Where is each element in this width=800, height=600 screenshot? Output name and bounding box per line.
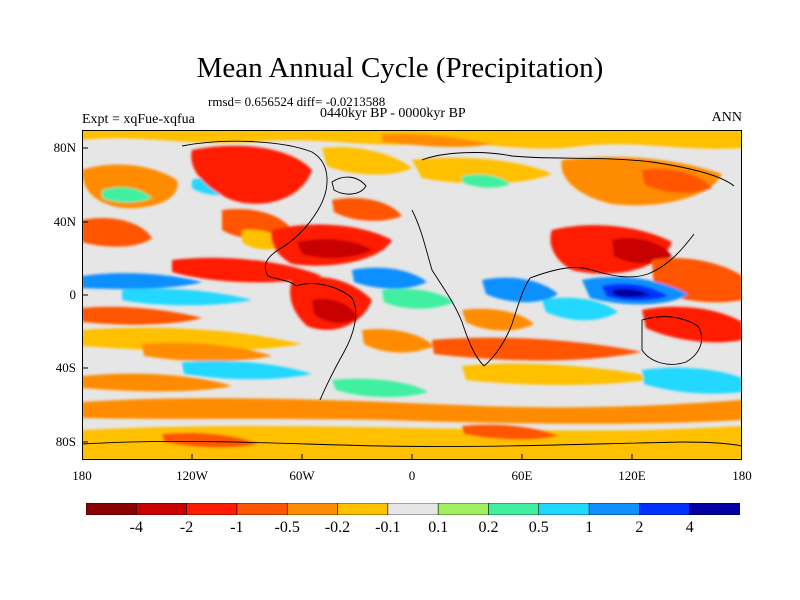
colorbar-swatch xyxy=(437,503,490,515)
coastlines xyxy=(82,140,742,447)
colorbar-swatch xyxy=(286,503,339,515)
precipitation-field xyxy=(82,130,742,460)
colorbar-swatch xyxy=(236,503,288,515)
colorbar-label: -0.1 xyxy=(375,519,401,536)
lat-label-40s: 40S xyxy=(55,360,76,375)
map-title: Mean Annual Cycle (Precipitation) xyxy=(196,52,604,84)
lon-label-180w: 180 xyxy=(72,468,92,483)
colorbar-swatch xyxy=(588,503,640,515)
colorbar-label: 2 xyxy=(635,519,644,536)
colorbar-swatch xyxy=(186,503,238,515)
colorbar-swatch xyxy=(639,503,691,515)
colorbar-swatch xyxy=(136,503,188,515)
period-label: 0440kyr BP - 0000kyr BP xyxy=(320,106,466,121)
colorbar-label: 4 xyxy=(685,519,694,536)
colorbar-swatch xyxy=(86,503,137,515)
map-ticks xyxy=(82,147,633,460)
lat-label-80s: 80S xyxy=(55,434,76,449)
colorbar-label: 1 xyxy=(585,519,594,536)
experiment-label: Expt = xqFue-xqfua xyxy=(82,112,195,127)
rmsd-diff-stats: rmsd= 0.656524 diff= -0.0213588 xyxy=(208,94,386,109)
colorbar-label: -4 xyxy=(129,519,143,536)
lon-label-120e: 120E xyxy=(618,468,646,483)
precipitation-map xyxy=(82,130,742,460)
colorbar-swatch xyxy=(488,503,540,515)
colorbar-label: 0.2 xyxy=(478,519,499,536)
colorbar-label: -0.2 xyxy=(324,519,351,536)
colorbar-label: -2 xyxy=(179,519,194,536)
colorbar-swatch xyxy=(387,503,439,515)
lat-label-0: 0 xyxy=(69,287,77,302)
colorbar-label: 0.1 xyxy=(428,519,449,536)
lon-label-180e: 180 xyxy=(732,468,752,483)
lon-label-120w: 120W xyxy=(176,468,208,483)
colorbar-label: 0.5 xyxy=(528,519,549,536)
season-label: ANN xyxy=(711,110,742,125)
lat-label-80n: 80N xyxy=(53,140,76,155)
colorbar-label: -0.5 xyxy=(274,519,300,536)
lon-label-60w: 60W xyxy=(289,468,315,483)
colorbar-swatch xyxy=(538,503,590,515)
colorbar-swatch xyxy=(689,503,740,515)
lon-label-0: 0 xyxy=(408,468,416,483)
lat-label-40n: 40N xyxy=(53,214,76,229)
colorbar xyxy=(86,503,740,515)
colorbar-label: -1 xyxy=(230,519,244,536)
lon-label-60e: 60E xyxy=(511,468,533,483)
colorbar-swatch xyxy=(337,503,389,515)
